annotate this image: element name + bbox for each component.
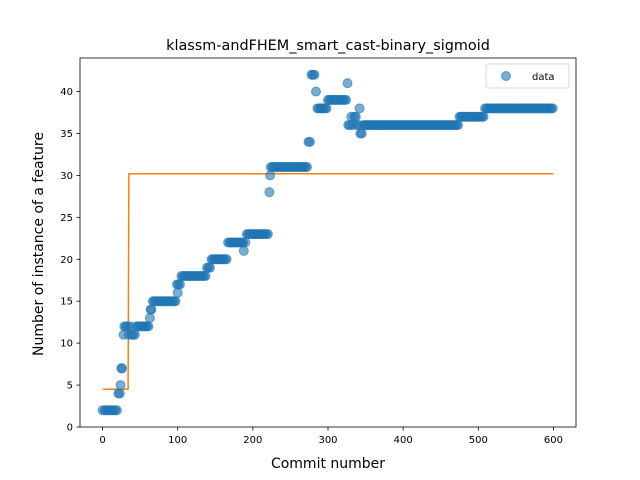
y-tick-label: 30 [60, 171, 73, 182]
fit-line-layer [102, 172, 554, 391]
data-point [356, 128, 367, 139]
data-point [301, 162, 312, 173]
data-point [265, 170, 276, 181]
data-point [264, 187, 275, 198]
data-point [354, 103, 365, 114]
plot-frame [79, 57, 577, 428]
x-axis-label: Commit number [271, 456, 385, 472]
data-point [146, 304, 157, 315]
y-tick-label: 35 [60, 129, 73, 140]
y-tick-label: 10 [60, 339, 73, 350]
data-point [114, 388, 125, 399]
x-tick-label: 300 [318, 435, 337, 446]
data-point [221, 254, 232, 265]
chart-title: klassm-andFHEM_smart_cast-binary_sigmoid [166, 38, 490, 54]
data-point [341, 94, 352, 105]
data-point [309, 69, 320, 80]
legend-box [485, 63, 570, 89]
x-axis: 0 100 200 300 400 500 600 [99, 427, 563, 446]
data-point [117, 363, 128, 374]
legend: data [485, 63, 570, 89]
y-tick-label: 40 [60, 87, 73, 98]
y-axis: 0 5 10 15 20 25 30 35 40 [60, 87, 80, 434]
data-point [321, 103, 332, 114]
data-point [170, 296, 181, 307]
x-tick-label: 100 [168, 435, 187, 446]
data-points-layer [97, 69, 558, 416]
data-point [304, 136, 315, 147]
data-point [115, 380, 126, 391]
data-point [310, 86, 321, 97]
data-point [129, 329, 140, 340]
data-point [205, 262, 216, 273]
y-axis-label: Number of instance of a feature [31, 132, 47, 356]
data-point [200, 271, 211, 282]
data-point [453, 120, 464, 131]
legend-marker-data [501, 71, 511, 81]
x-tick-label: 0 [99, 435, 105, 446]
data-point [478, 111, 489, 122]
y-tick-label: 0 [67, 423, 73, 434]
y-tick-label: 5 [67, 381, 73, 392]
data-point [111, 405, 122, 416]
y-tick-label: 20 [60, 255, 73, 266]
data-point [143, 321, 154, 332]
y-tick-label: 15 [60, 297, 73, 308]
x-tick-label: 200 [243, 435, 262, 446]
data-point [144, 312, 155, 323]
y-tick-label: 25 [60, 213, 73, 224]
data-point [240, 237, 251, 248]
data-point [262, 229, 273, 240]
data-point [350, 111, 361, 122]
x-tick-label: 500 [469, 435, 488, 446]
data-point [342, 78, 353, 89]
x-tick-label: 600 [544, 435, 563, 446]
data-point [174, 279, 185, 290]
data-point [547, 103, 558, 114]
data-point [172, 287, 183, 298]
x-tick-label: 400 [394, 435, 413, 446]
legend-label-data: data [532, 72, 555, 83]
plot-area [97, 69, 558, 416]
fit-line [102, 172, 554, 391]
data-point [238, 245, 249, 256]
